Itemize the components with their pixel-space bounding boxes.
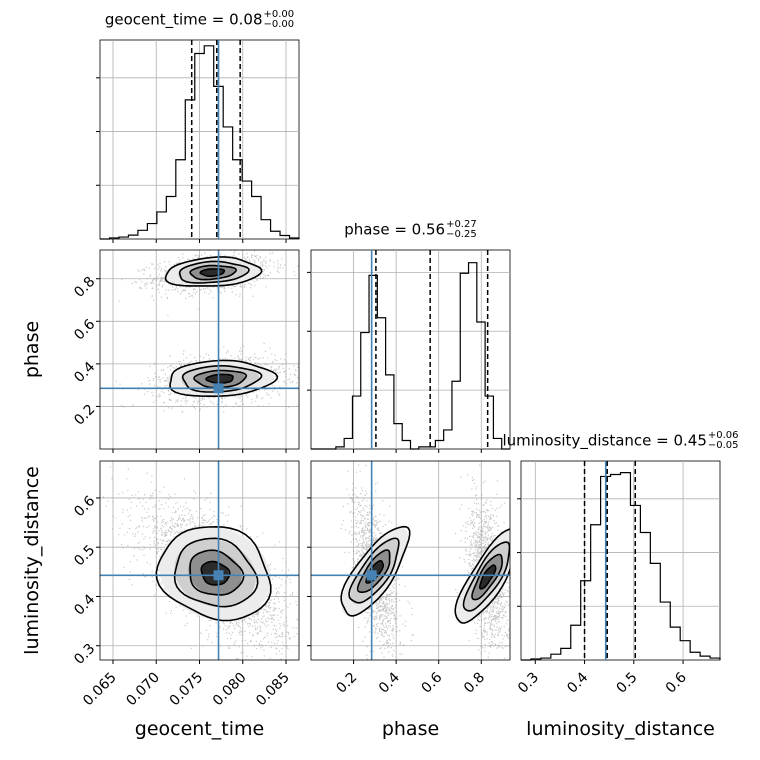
y-tick-label: 0.6 — [71, 493, 98, 520]
y-axis-label-luminosity_distance: luminosity_distance — [21, 466, 43, 655]
panel-title-phase: phase = 0.56 +0.27 −0.25 — [344, 220, 476, 240]
contour-0 — [164, 256, 263, 287]
x-tick-label: 0.075 — [167, 670, 207, 710]
panel-title-luminosity_distance: luminosity_distance = 0.45 +0.06 −0.05 — [502, 431, 738, 451]
x-tick-label: 0.085 — [253, 670, 293, 710]
x-tick-label: 0.2 — [333, 670, 360, 697]
truth-marker — [213, 383, 224, 394]
truth-marker — [366, 570, 377, 581]
x-axis-label-phase: phase — [382, 718, 439, 740]
contour-1 — [173, 537, 259, 608]
contour-2 — [471, 553, 504, 601]
y-tick-label: 0.4 — [71, 359, 98, 386]
title-sup: +0.06 — [707, 430, 739, 441]
scatter-panel-phase-luminosity_distance — [307, 460, 511, 664]
contour-1 — [178, 260, 250, 284]
hist-panel-geocent_time — [96, 39, 300, 243]
scatter-panel-geocent_time-luminosity_distance — [96, 460, 300, 664]
title-errors: +0.06 −0.05 — [708, 431, 739, 451]
contour-2 — [356, 549, 391, 593]
contour-2 — [193, 369, 248, 389]
title-main: luminosity_distance = 0.45 — [502, 431, 707, 450]
contour-1 — [462, 541, 510, 612]
contour-0 — [340, 525, 411, 617]
density-level-3 — [479, 564, 496, 589]
x-tick-label: 0.8 — [461, 670, 488, 697]
hist-frame — [520, 460, 721, 661]
panel-bg — [311, 461, 510, 660]
x-tick-label: 0.6 — [418, 669, 445, 696]
panel-frame — [310, 460, 511, 661]
histogram-geocent_time — [100, 45, 300, 240]
y-tick-label: 0.5 — [71, 542, 98, 569]
y-tick-label: 0.8 — [71, 274, 98, 301]
x-axis-label-luminosity_distance: luminosity_distance — [526, 718, 715, 740]
y-tick-label: 0.3 — [71, 641, 98, 668]
title-errors: +0.00 −0.00 — [264, 10, 295, 30]
x-tick-label: 0.6 — [663, 669, 690, 696]
title-main: geocent_time = 0.08 — [104, 10, 263, 29]
contour-1 — [348, 537, 400, 604]
truth-marker — [213, 570, 224, 581]
x-tick-label: 0.065 — [80, 670, 120, 710]
histogram-luminosity_distance — [521, 471, 721, 661]
x-tick-label: 0.5 — [614, 670, 641, 697]
contour-2 — [189, 549, 245, 596]
panel-title-geocent_time: geocent_time = 0.08 +0.00 −0.00 — [105, 10, 294, 30]
scatter-panel-geocent_time-phase — [96, 249, 300, 453]
contour-3 — [205, 373, 234, 385]
y-tick-label: 0.4 — [71, 591, 98, 618]
x-tick-label: 0.4 — [376, 669, 403, 696]
y-tick-label: 0.6 — [71, 316, 98, 343]
hist-frame — [310, 249, 511, 450]
x-tick-label: 0.070 — [123, 670, 163, 710]
y-tick-label: 0.2 — [71, 401, 98, 428]
x-tick-label: 0.080 — [210, 670, 250, 710]
x-axis-label-geocent_time: geocent_time — [135, 718, 264, 740]
contour-0 — [454, 528, 510, 624]
title-sub: −0.05 — [707, 440, 739, 451]
title-sup: +0.00 — [263, 9, 295, 20]
title-sup: +0.27 — [446, 219, 477, 230]
title-main: phase = 0.56 — [344, 220, 446, 239]
y-axis-label-phase: phase — [21, 321, 43, 378]
hist-panel-phase — [307, 249, 511, 453]
x-tick-label: 0.3 — [515, 670, 542, 697]
hist-panel-luminosity_distance — [517, 460, 721, 664]
title-sub: −0.00 — [263, 19, 295, 30]
histogram-phase — [311, 262, 510, 450]
density-level-3 — [206, 374, 234, 384]
x-tick-label: 0.4 — [564, 669, 591, 696]
title-errors: +0.27 −0.25 — [446, 220, 477, 240]
contour-0 — [169, 359, 279, 397]
title-sub: −0.25 — [446, 229, 477, 240]
contour-0 — [155, 525, 272, 622]
contour-2 — [189, 264, 238, 281]
